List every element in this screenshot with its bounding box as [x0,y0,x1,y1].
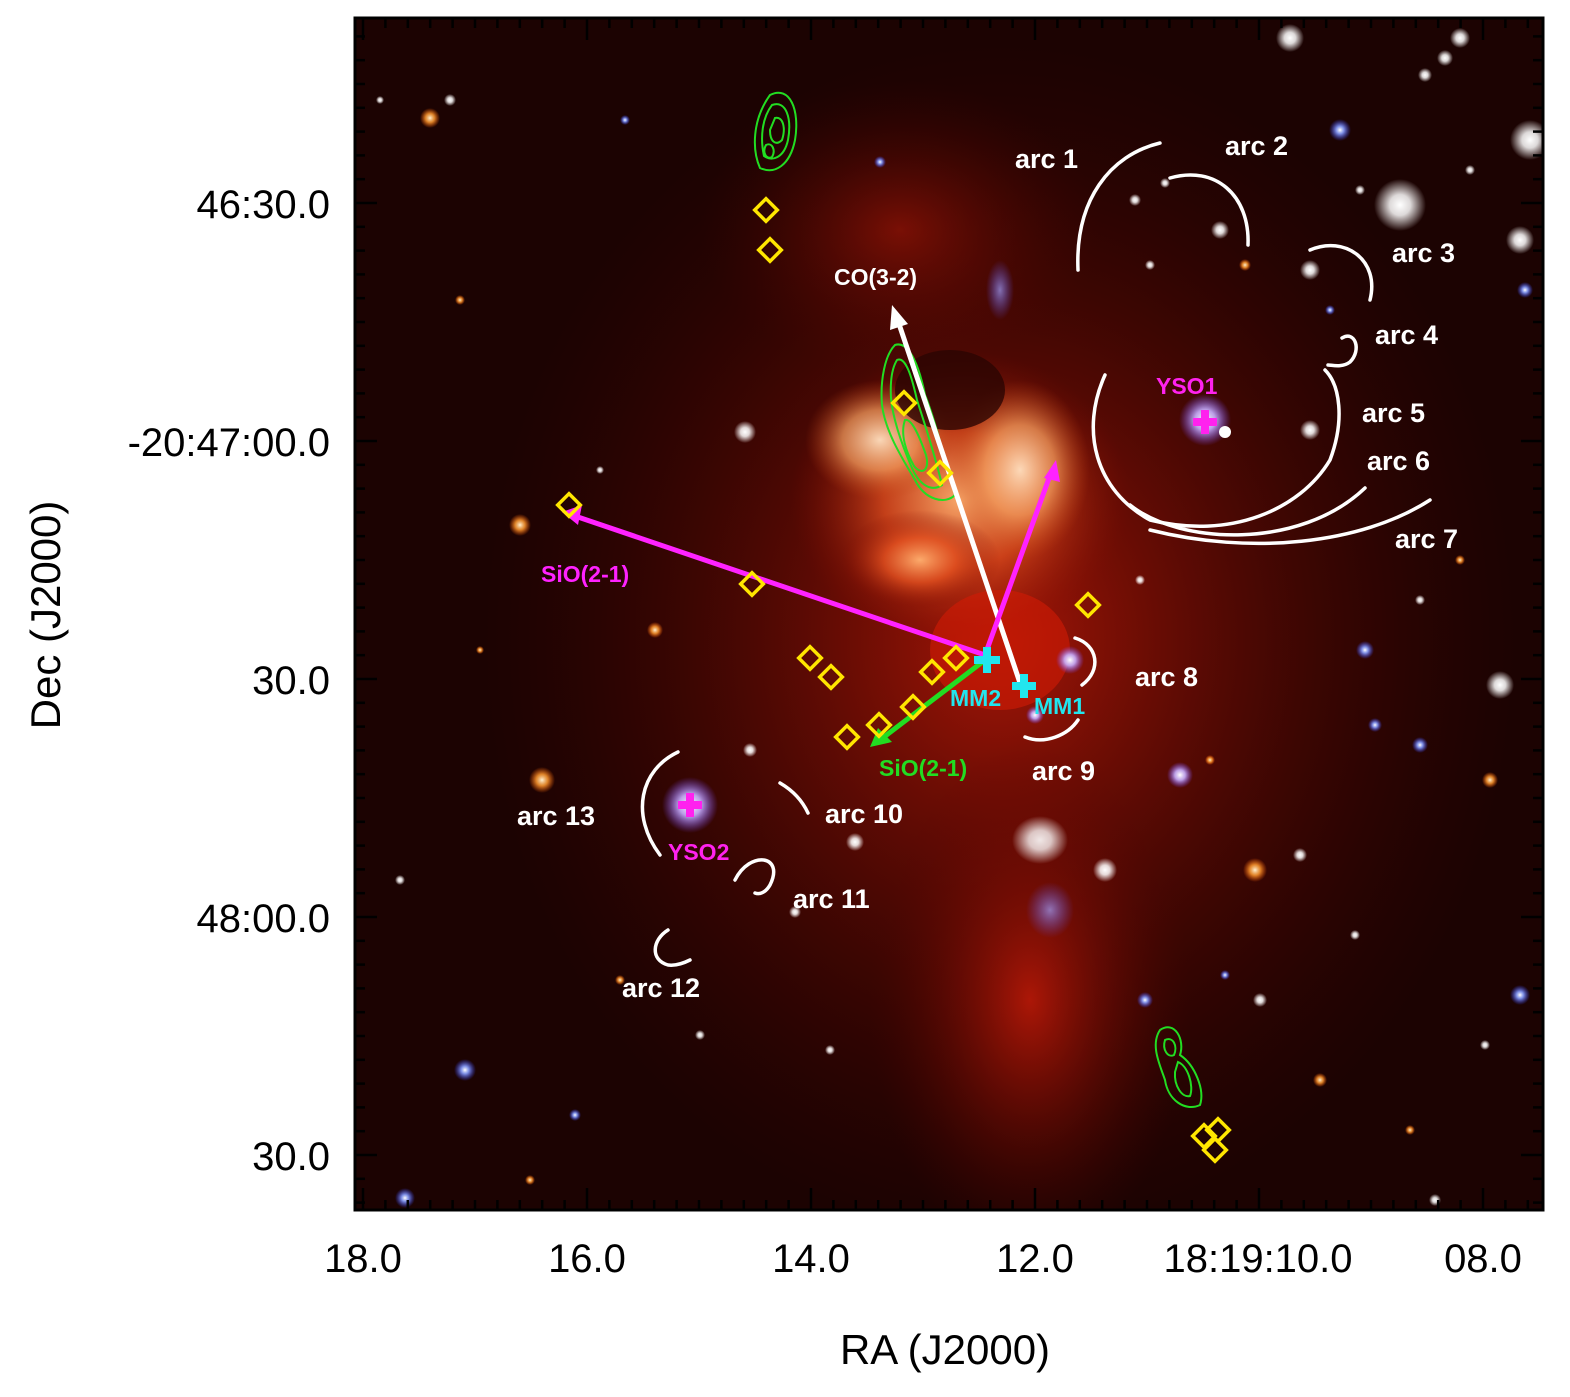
y-tick-label: 46:30.0 [197,183,330,227]
co-outflow-label: CO(3-2) [834,264,917,290]
arc-6-label: arc 6 [1367,446,1430,476]
x-axis-title: RA (J2000) [840,1326,1050,1373]
sio-green-arrow [878,658,987,742]
arc-2-label: arc 2 [1225,131,1288,161]
x-tick-label: 18.0 [324,1237,402,1281]
arc-6-curve [1128,486,1367,537]
mm2-label: MM2 [950,685,1001,711]
sio-magenta-label: SiO(2-1) [541,561,629,587]
arc-12-label: arc 12 [622,973,700,1003]
arc-9-curve [1023,718,1080,742]
arc-4-label: arc 4 [1375,320,1438,350]
arc-8-curve [1073,636,1097,687]
arc-13-curve [640,750,680,857]
y-tick-label: 30.0 [252,659,330,703]
co-outflow-arrowhead [890,305,908,330]
arc-7-label: arc 7 [1395,524,1458,554]
arc-11-label: arc 11 [793,884,870,914]
sky-image [355,18,1543,1210]
arc-8-label: arc 8 [1135,662,1198,692]
x-tick-label: 12.0 [996,1237,1074,1281]
diamond-markers [555,196,1232,1164]
arc-1-label: arc 1 [1015,144,1078,174]
mm1-label: MM1 [1034,693,1085,719]
arc-4-curve [1326,334,1358,368]
y-tick-label: 30.0 [252,1135,330,1179]
arc-13-label: arc 13 [517,801,595,831]
sio-green-label: SiO(2-1) [879,755,967,781]
stars [376,24,1543,1208]
arc-12-curve [653,928,692,967]
y-axis-title: Dec (J2000) [22,501,69,730]
sio-magenta-arrow-west [571,512,986,658]
overlay-layer: arc 1 arc 2 arc 3 arc 4 arc 5 arc 6 arc … [517,91,1458,1164]
mm1-marker [1012,674,1036,698]
arc-1-curve [1076,141,1162,272]
arc-5-label: arc 5 [1362,398,1425,428]
arc-9-label: arc 9 [1032,756,1095,786]
source-markers [678,410,1217,817]
arc-11-curve [733,858,776,896]
y-tick-label: 48:00.0 [197,897,330,941]
x-tick-labels: 18.0 16.0 14.0 12.0 18:19:10.0 08.0 [324,1237,1522,1281]
mm2-marker [974,647,1000,673]
sio-magenta-arrowhead-north [1044,460,1060,482]
arc-10-curve [778,781,810,815]
arc-3-curve [1308,243,1374,302]
arc-7-curve [1148,498,1432,546]
sio-green-arrowhead [870,728,892,747]
yso2-marker [678,793,702,817]
arc-2-curve [1168,173,1250,247]
yso1-label: YSO1 [1156,373,1218,399]
arc-3-label: arc 3 [1392,238,1455,268]
x-tick-label: 08.0 [1444,1237,1522,1281]
arc-10-label: arc 10 [825,799,903,829]
annotation-labels: arc 1 arc 2 arc 3 arc 4 arc 5 arc 6 arc … [517,131,1458,1003]
sio-magenta-arrow-north [982,469,1055,656]
frame-ticks [355,18,1543,1210]
y-tick-label: -20:47:00.0 [128,421,330,465]
yso1-marker [1193,410,1217,434]
x-tick-label: 18:19:10.0 [1163,1237,1352,1281]
x-tick-label: 14.0 [772,1237,850,1281]
x-tick-label: 16.0 [548,1237,626,1281]
frame [353,16,1545,1212]
outflow-arrows [562,305,1060,747]
yso2-label: YSO2 [668,839,729,865]
arc-5-curve [1091,368,1341,528]
arcs [640,141,1432,967]
y-tick-labels: 46:30.0 -20:47:00.0 30.0 48:00.0 30.0 [128,183,330,1179]
